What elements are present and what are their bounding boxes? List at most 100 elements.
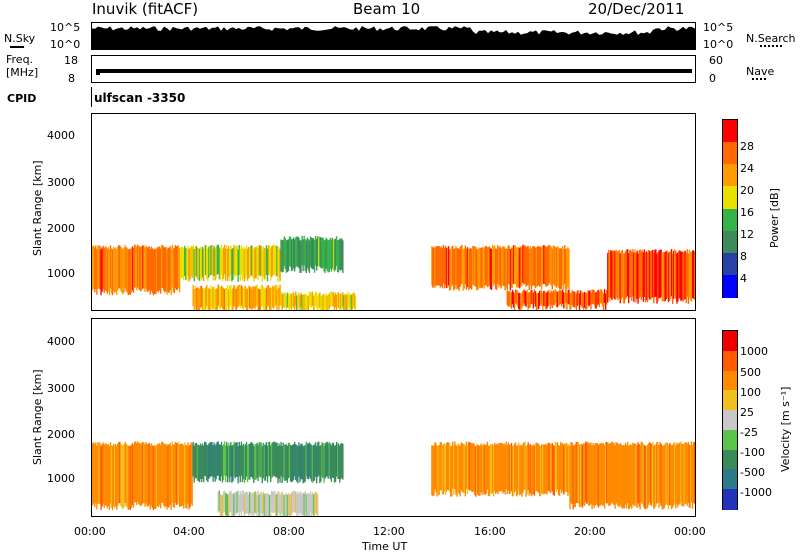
power-cell (316, 292, 318, 308)
power-cell (177, 245, 180, 289)
power-cell (231, 289, 233, 310)
xtick-0800: 08:00 (273, 525, 305, 538)
power-cell (203, 248, 205, 281)
power-cell (466, 247, 469, 288)
velocity-cell (304, 491, 306, 513)
power-cell (486, 247, 489, 288)
power-cell (542, 245, 544, 284)
power-cell (317, 236, 319, 266)
velocity-cell (243, 446, 246, 484)
velocity-cell (489, 444, 492, 494)
power-cell (195, 287, 197, 310)
velocity-cell (467, 441, 470, 490)
power-cell (244, 286, 247, 308)
velocity-cell (432, 445, 434, 497)
velocity-cell (244, 444, 247, 481)
velocity-cell (471, 443, 473, 492)
power-cell (293, 292, 295, 308)
power-cell (319, 292, 321, 308)
power-cell (341, 238, 343, 270)
velocity-cell (335, 442, 338, 477)
velocity-cell (485, 444, 487, 494)
power-cell (311, 291, 314, 306)
velocity-cell (114, 444, 116, 508)
power-cell (592, 289, 594, 304)
power-cell (677, 252, 679, 302)
velocity-cell (144, 444, 146, 507)
power-cell (306, 237, 308, 269)
power-cell (342, 240, 344, 273)
power-cell (168, 247, 170, 293)
power-cell (318, 293, 320, 310)
power-colorbar-segment (723, 164, 737, 187)
power-cell (140, 247, 142, 292)
power-cell (558, 290, 561, 305)
power-cell (305, 240, 307, 274)
velocity-cell (165, 443, 167, 506)
power-cell (651, 250, 653, 299)
velocity-cell (116, 445, 118, 510)
velocity-cell (453, 445, 455, 495)
power-cell (252, 246, 254, 278)
nsearch-label: N.Search (746, 32, 796, 45)
power-cell (557, 290, 560, 307)
power-cell (459, 247, 461, 287)
power-cell (507, 245, 509, 284)
velocity-cell (133, 441, 136, 503)
velocity-cell (99, 442, 101, 505)
velocity-cell (95, 442, 97, 504)
velocity-cell (673, 443, 675, 506)
velocity-cell (312, 444, 315, 482)
power-cell (234, 246, 236, 277)
velocity-cell (597, 444, 599, 508)
power-cell (310, 237, 313, 269)
power-cell (440, 246, 442, 286)
velocity-cell (307, 443, 310, 480)
velocity-cell (569, 445, 571, 510)
power-cell (315, 291, 317, 306)
power-cell (209, 245, 211, 276)
power-colorbar-segment (723, 208, 737, 232)
power-cell (668, 251, 671, 301)
power-cell (629, 250, 631, 298)
velocity-cell (301, 494, 303, 516)
velocity-cell (627, 441, 629, 504)
power-cell (465, 248, 468, 290)
power-cell (144, 247, 146, 292)
power-cell (588, 291, 590, 307)
velocity-cell (271, 490, 273, 512)
power-cell (318, 236, 320, 267)
power-cell (608, 249, 610, 298)
power-cell (534, 247, 537, 289)
power-cell (276, 245, 278, 277)
power-cell (212, 248, 214, 281)
power-cell (511, 247, 514, 288)
power-cell (347, 292, 349, 307)
power-cell (539, 247, 541, 287)
power-cell (215, 247, 217, 278)
power-cell (566, 248, 568, 290)
power-cell (217, 284, 219, 306)
power-cell (160, 248, 162, 294)
velocity-cell (121, 444, 123, 508)
velocity-cell (198, 445, 201, 483)
power-cell (219, 248, 222, 280)
velocity-cell (140, 443, 142, 507)
nave-label: Nave (746, 65, 775, 78)
power-cell (469, 247, 472, 289)
power-cell (691, 250, 694, 299)
velocity-cell (184, 442, 186, 505)
power-cell (192, 245, 194, 275)
power-cell (676, 253, 678, 304)
velocity-cell (151, 444, 154, 508)
velocity-cell (539, 445, 541, 497)
velocity-cell (645, 445, 648, 510)
velocity-cell (112, 443, 115, 507)
velocity-cell (494, 442, 496, 492)
power-cell (453, 249, 455, 291)
velocity-cell (264, 493, 267, 516)
velocity-cell (238, 495, 240, 516)
freq-unit-label: [MHz] (6, 66, 39, 79)
velocity-cell (466, 444, 469, 495)
power-cell (121, 248, 123, 294)
